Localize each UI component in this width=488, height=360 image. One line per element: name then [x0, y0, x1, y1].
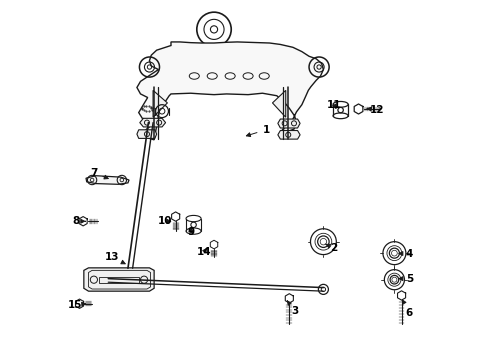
Text: 5: 5: [398, 274, 412, 284]
Text: 4: 4: [398, 248, 412, 258]
Polygon shape: [140, 118, 165, 127]
Text: 2: 2: [325, 243, 337, 253]
Polygon shape: [277, 131, 300, 139]
Text: 12: 12: [366, 105, 384, 115]
Text: 15: 15: [67, 300, 85, 310]
Text: 8: 8: [72, 216, 85, 226]
Text: 3: 3: [286, 301, 298, 316]
Polygon shape: [137, 130, 156, 138]
Polygon shape: [137, 42, 323, 140]
Polygon shape: [153, 90, 167, 117]
Polygon shape: [83, 268, 154, 291]
Polygon shape: [86, 176, 129, 184]
Text: 6: 6: [402, 300, 412, 318]
Text: 11: 11: [326, 100, 341, 110]
Polygon shape: [277, 119, 300, 128]
Text: 13: 13: [104, 252, 125, 264]
Polygon shape: [272, 90, 285, 117]
Text: 10: 10: [157, 216, 172, 226]
Text: 1: 1: [246, 125, 269, 136]
Text: 14: 14: [197, 247, 211, 257]
Text: 9: 9: [187, 227, 194, 237]
Bar: [99, 277, 139, 283]
Text: 7: 7: [90, 168, 108, 179]
